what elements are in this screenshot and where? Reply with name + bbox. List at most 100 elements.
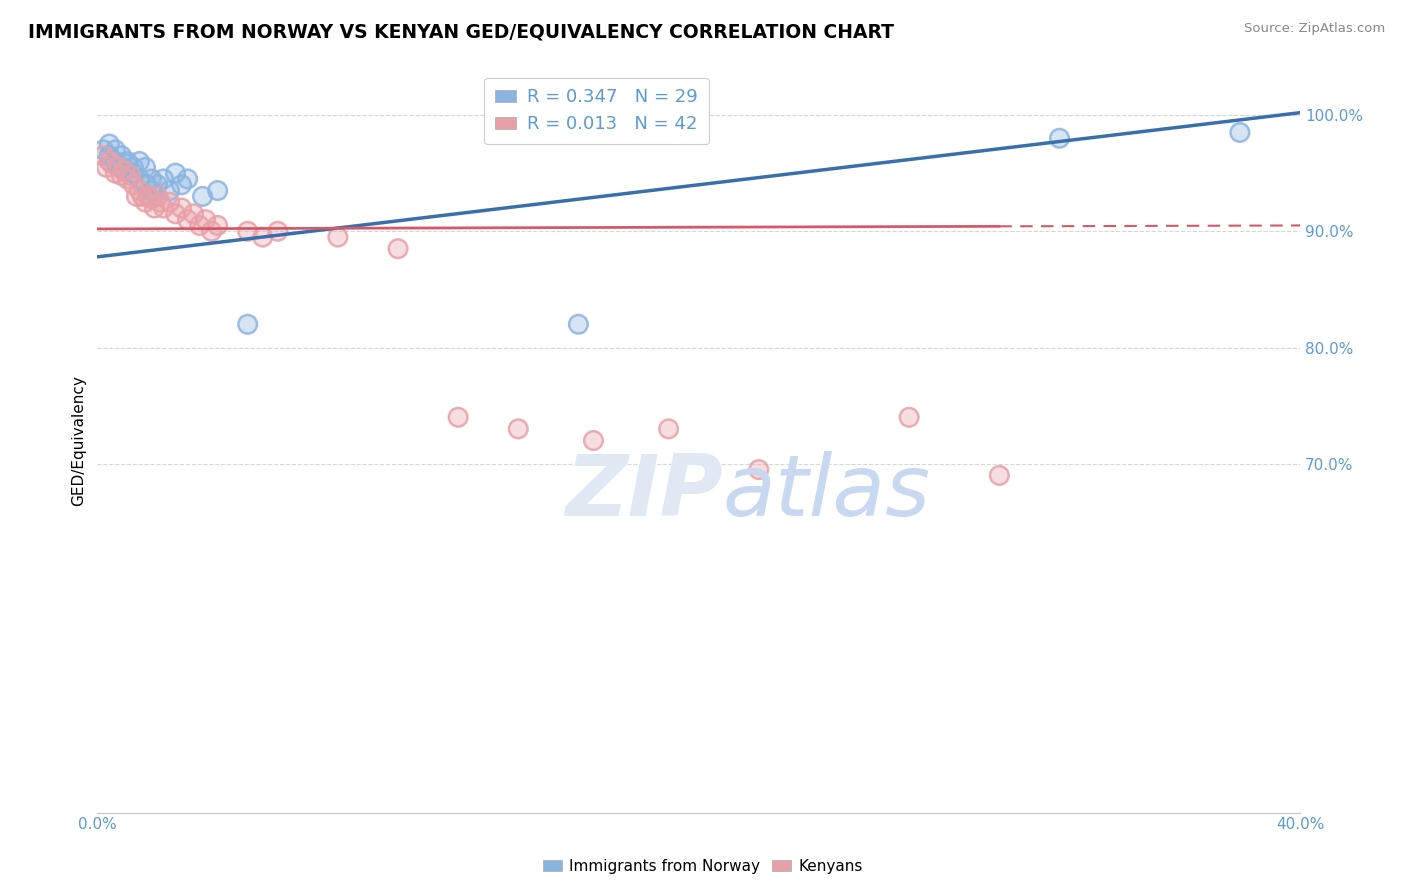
Point [236, 224, 259, 238]
Point [988, 468, 1011, 483]
Point [748, 462, 770, 476]
Point [112, 164, 135, 178]
Point [567, 318, 589, 332]
Point [110, 161, 132, 175]
Point [149, 195, 172, 210]
Point [128, 172, 150, 186]
Point [188, 219, 211, 233]
Point [146, 178, 169, 192]
Point [117, 172, 139, 186]
Text: IMMIGRANTS FROM NORWAY VS KENYAN GED/EQUIVALENCY CORRELATION CHART: IMMIGRANTS FROM NORWAY VS KENYAN GED/EQU… [28, 22, 894, 41]
Point [117, 157, 139, 171]
Point [149, 195, 172, 210]
Point [159, 184, 181, 198]
Point [236, 318, 259, 332]
Point [143, 201, 166, 215]
Point [141, 184, 163, 198]
Point [176, 212, 198, 227]
Point [183, 207, 205, 221]
Text: Source: ZipAtlas.com: Source: ZipAtlas.com [1244, 22, 1385, 36]
Point [93, 149, 115, 163]
Point [122, 161, 145, 175]
Point [98, 137, 121, 152]
Point [128, 184, 150, 198]
Point [748, 462, 770, 476]
Point [143, 201, 166, 215]
Point [128, 154, 150, 169]
Point [183, 207, 205, 221]
Point [658, 422, 681, 436]
Point [1049, 131, 1071, 145]
Point [125, 189, 148, 203]
Point [107, 161, 129, 175]
Legend: R = 0.347   N = 29, R = 0.013   N = 42: R = 0.347 N = 29, R = 0.013 N = 42 [484, 78, 709, 145]
Point [131, 189, 153, 203]
Point [387, 242, 409, 256]
Point [110, 149, 132, 163]
Point [165, 207, 187, 221]
Point [191, 189, 214, 203]
Point [104, 143, 127, 157]
Point [98, 137, 121, 152]
Point [104, 166, 127, 180]
Point [988, 468, 1011, 483]
Point [107, 161, 129, 175]
Point [201, 224, 224, 238]
Point [207, 219, 229, 233]
Point [128, 184, 150, 198]
Point [117, 157, 139, 171]
Point [582, 434, 605, 448]
Point [176, 172, 198, 186]
Point [146, 189, 169, 203]
Point [146, 189, 169, 203]
Text: ZIP: ZIP [565, 451, 723, 534]
Point [134, 195, 156, 210]
Point [110, 161, 132, 175]
Point [93, 149, 115, 163]
Point [141, 184, 163, 198]
Point [141, 192, 163, 206]
Point [98, 154, 121, 169]
Point [110, 169, 132, 183]
Legend: Immigrants from Norway, Kenyans: Immigrants from Norway, Kenyans [537, 853, 869, 880]
Point [122, 161, 145, 175]
Point [582, 434, 605, 448]
Point [112, 164, 135, 178]
Point [134, 161, 156, 175]
Point [326, 230, 349, 244]
Point [96, 161, 118, 175]
Point [104, 154, 127, 169]
Point [201, 224, 224, 238]
Point [170, 178, 193, 192]
Point [104, 143, 127, 157]
Point [101, 157, 124, 171]
Point [152, 172, 174, 186]
Point [170, 201, 193, 215]
Point [188, 219, 211, 233]
Point [128, 154, 150, 169]
Point [236, 318, 259, 332]
Point [159, 184, 181, 198]
Point [117, 154, 139, 169]
Point [165, 166, 187, 180]
Point [236, 224, 259, 238]
Point [122, 178, 145, 192]
Point [125, 189, 148, 203]
Point [508, 422, 530, 436]
Point [117, 154, 139, 169]
Point [134, 161, 156, 175]
Point [93, 143, 115, 157]
Text: atlas: atlas [723, 451, 931, 534]
Point [1229, 125, 1251, 139]
Point [110, 149, 132, 163]
Point [101, 157, 124, 171]
Point [120, 169, 142, 183]
Point [146, 178, 169, 192]
Point [170, 178, 193, 192]
Point [159, 195, 181, 210]
Point [120, 169, 142, 183]
Point [567, 318, 589, 332]
Point [104, 154, 127, 169]
Y-axis label: GED/Equivalency: GED/Equivalency [72, 376, 86, 506]
Point [387, 242, 409, 256]
